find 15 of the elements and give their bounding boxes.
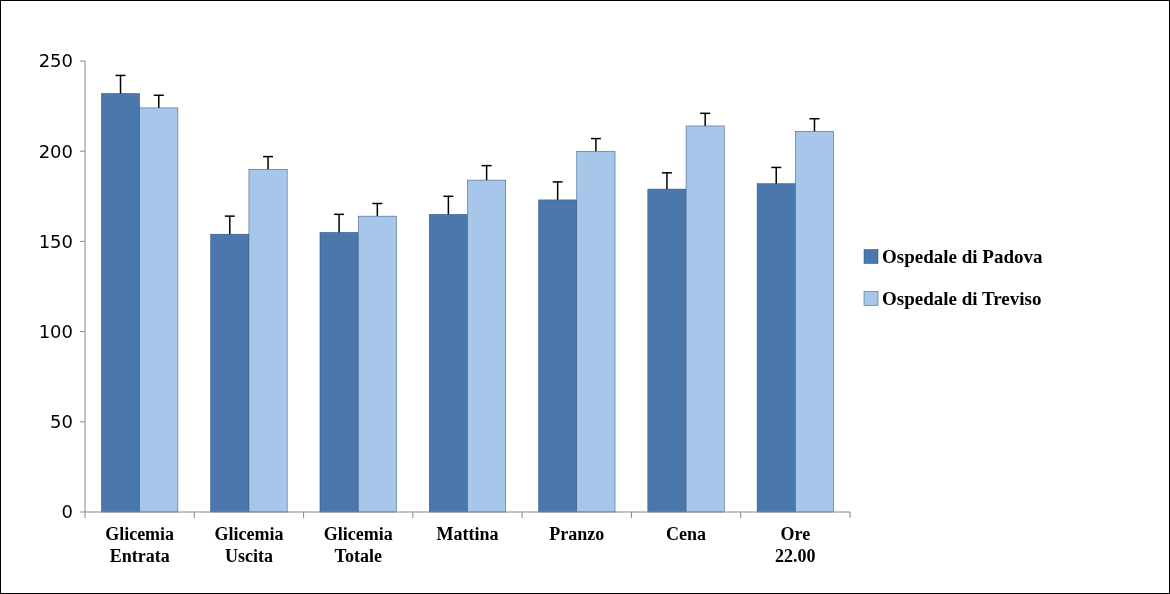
- y-tick-label: 150: [38, 230, 73, 252]
- legend-label: Ospedale di Padova: [882, 245, 1043, 267]
- y-tick-label: 250: [38, 50, 73, 72]
- y-tick-label: 50: [50, 411, 73, 433]
- x-tick-label: Glicemia Uscita: [214, 524, 284, 566]
- x-tick-label: Mattina: [436, 524, 499, 544]
- y-tick-label: 100: [38, 320, 73, 342]
- y-tick-label: 0: [61, 501, 73, 523]
- y-tick-label: 200: [38, 140, 73, 162]
- legend-label: Ospedale di Treviso: [882, 287, 1042, 309]
- x-tick-label: Glicemia Totale: [323, 524, 393, 566]
- x-tick-label: Cena: [666, 524, 707, 544]
- x-tick-label: Pranzo: [549, 524, 605, 544]
- x-tick-label: Ore 22.00: [775, 524, 816, 566]
- x-tick-label: Glicemia Entrata: [105, 524, 175, 566]
